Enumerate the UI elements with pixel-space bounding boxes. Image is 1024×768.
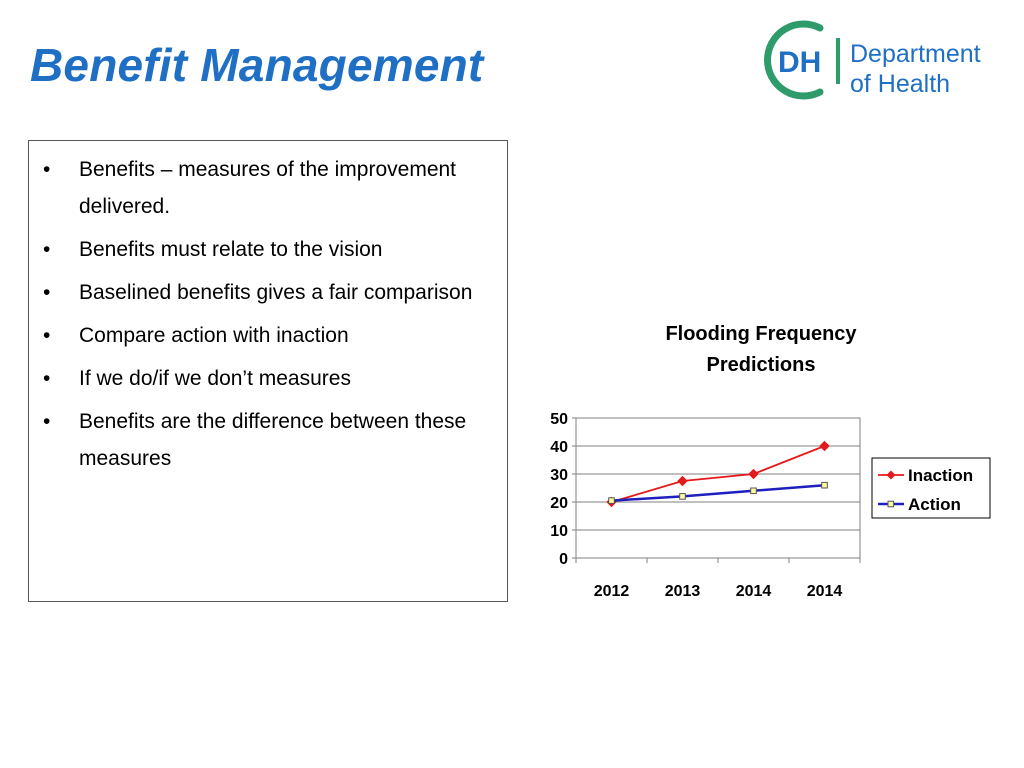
- x-tick-label: 2014: [736, 583, 772, 600]
- legend-marker: [886, 470, 896, 480]
- data-point-inaction: [819, 440, 830, 452]
- data-point-action: [679, 493, 686, 500]
- bullet-item: • Benefits must relate to the vision: [43, 238, 383, 261]
- bullet-text: Compare action with inaction: [79, 324, 349, 347]
- data-point-inaction: [677, 475, 688, 487]
- series-line-action: [611, 483, 825, 502]
- dh-logo-line2: of Health: [850, 70, 951, 98]
- bullet-item: • Baselined benefits gives a fair compari…: [43, 281, 473, 304]
- y-tick-label: 10: [550, 523, 568, 540]
- data-point-action: [750, 487, 757, 495]
- slide-title: Benefit Management: [30, 39, 484, 91]
- dh-logo-initials: DH: [778, 46, 821, 79]
- x-tick-label: 2012: [594, 583, 630, 600]
- data-point-inaction: [748, 468, 759, 480]
- x-tick-label: 2014: [807, 583, 843, 600]
- bullet-text: If we do/if we don’t measures: [79, 367, 351, 390]
- bullet-text: Benefits – measures of the improvement d…: [79, 158, 457, 218]
- bullet-item: • Benefits are the difference between the…: [43, 410, 467, 470]
- y-tick-label: 0: [559, 551, 568, 568]
- dh-logo-line1: Department: [850, 40, 981, 68]
- y-tick-label: 50: [550, 411, 568, 428]
- bullet-text: Benefits must relate to the vision: [79, 238, 383, 261]
- flooding-frequency-chart: Flooding Frequency Predictions 0 10 20 30 40 50…: [550, 323, 991, 600]
- bullet-text: Baselined benefits gives a fair comparis…: [79, 281, 473, 304]
- y-tick-label: 40: [550, 439, 568, 456]
- chart-title-line: Flooding Frequency: [665, 323, 857, 345]
- bullet-list: • Benefits – measures of the improvement …: [29, 141, 507, 477]
- data-point-action: [608, 497, 615, 504]
- bullet-text: Benefits are the difference between thes…: [79, 410, 467, 470]
- y-tick-label: 20: [550, 495, 568, 512]
- y-tick-label: 30: [550, 467, 568, 484]
- bullet-item: • Compare action with inaction: [43, 324, 349, 347]
- legend-label: Inaction: [908, 466, 973, 485]
- data-point-action: [821, 481, 828, 489]
- chart-legend: [871, 457, 991, 519]
- bullet-item: • Benefits – measures of the improvement …: [43, 158, 457, 218]
- x-tick-label: 2013: [665, 583, 701, 600]
- legend-marker: [887, 500, 895, 508]
- plot-area: [575, 417, 861, 559]
- chart-title-line: Predictions: [707, 354, 816, 376]
- series-line-inaction: [611, 445, 825, 503]
- bullet-box: • Benefits – measures of the improvement …: [28, 140, 508, 602]
- legend-label: Action: [908, 495, 961, 514]
- bullet-item: • If we do/if we don’t measures: [43, 367, 351, 390]
- dh-logo-mark-icon: DH: [764, 20, 840, 100]
- dh-logo: DH Department of Health: [758, 18, 1008, 102]
